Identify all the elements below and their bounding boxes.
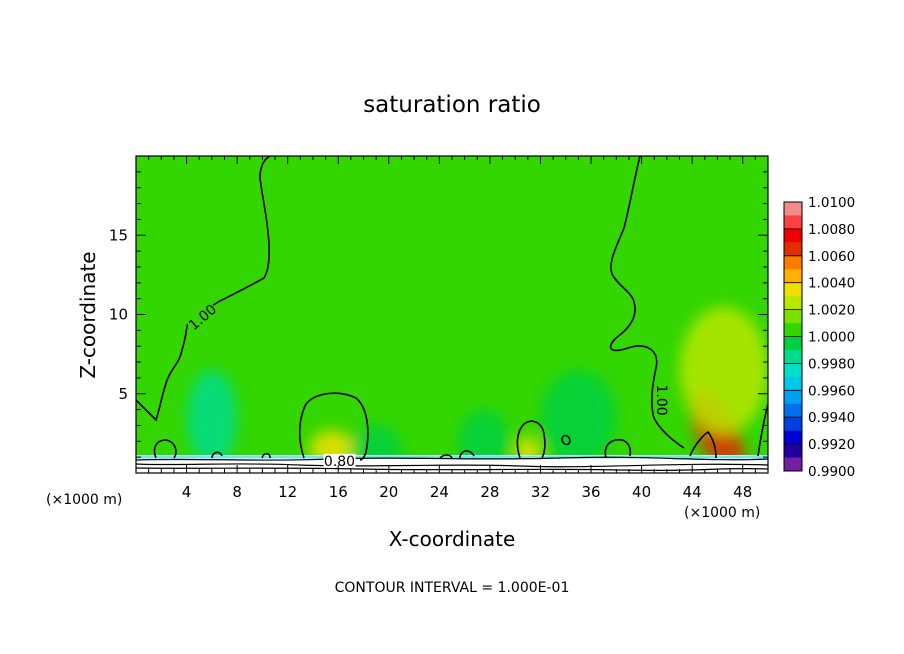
y-tick-label: 10 xyxy=(109,306,128,324)
field-feature xyxy=(540,369,617,466)
colorbar-segment xyxy=(784,376,802,391)
colorbar-segment xyxy=(784,323,802,337)
colorbar-label: 1.0060 xyxy=(808,249,855,265)
contour-bubble-31 xyxy=(516,420,546,459)
y-axis-ticks: 5 10 15 xyxy=(109,171,768,458)
field-feature xyxy=(679,306,768,434)
contour-bubble-38 xyxy=(604,438,632,459)
contour-label-bg xyxy=(653,384,669,417)
contour-label-bg xyxy=(323,453,356,468)
contour-small-44 xyxy=(689,430,717,459)
chart-title: saturation ratio xyxy=(363,92,541,118)
background-field xyxy=(136,156,768,473)
colorbar-segment xyxy=(784,296,802,310)
contour-small-26 xyxy=(459,450,475,459)
x-unit-right: (×1000 m) xyxy=(684,505,760,521)
x-tick-label: 36 xyxy=(581,483,600,501)
colorbar-label: 1.0100 xyxy=(808,195,855,211)
colorbar-segment xyxy=(784,349,802,364)
x-axis-ticks: 4 8 12 16 20 24 28 32 36 40 44 48 xyxy=(148,156,756,501)
surface-contour-1 xyxy=(136,456,768,461)
x-tick-label: 12 xyxy=(278,483,297,501)
colorbar-segment xyxy=(784,269,802,283)
contour-label: 0.80 xyxy=(324,454,355,470)
colorbar-segment xyxy=(784,255,802,270)
colorbar-segment xyxy=(784,390,802,405)
colorbar-segment xyxy=(784,215,802,230)
x-tick-label: 20 xyxy=(379,483,398,501)
contour-label: 1.00 xyxy=(653,385,669,416)
contour-small-6 xyxy=(211,451,223,459)
colorbar-label: 1.0000 xyxy=(808,330,855,346)
contour-interval-note: CONTOUR INTERVAL = 1.000E-01 xyxy=(335,580,570,596)
colorbar-segment xyxy=(784,202,802,216)
surface-contour-3 xyxy=(136,467,768,472)
colorbar-segment xyxy=(784,336,802,351)
field-feature xyxy=(186,369,238,466)
colorbar-segment xyxy=(784,430,802,445)
colorbar-label: 0.9980 xyxy=(808,356,855,372)
contour-label-bg xyxy=(185,301,220,334)
x-axis-label: X-coordinate xyxy=(389,527,516,551)
x-unit-left: (×1000 m) xyxy=(46,492,122,508)
y-tick-label: 15 xyxy=(109,226,128,244)
colorbar: 1.0100 1.0080 1.0060 1.0040 1.0020 1.0000 0.99… xyxy=(783,195,855,480)
y-tick-label: 5 xyxy=(118,385,128,403)
colorbar-label: 1.0080 xyxy=(808,222,855,238)
y-axis-label: Z-coordinate xyxy=(76,251,100,378)
x-tick-label: 24 xyxy=(430,483,449,501)
surface-band xyxy=(136,455,768,473)
x-tick-label: 16 xyxy=(329,483,348,501)
contour-small-10 xyxy=(261,452,271,459)
x-tick-label: 40 xyxy=(632,483,651,501)
colorbar-label: 0.9920 xyxy=(808,437,855,453)
colorbar-segment xyxy=(784,242,802,257)
colorbar-segment xyxy=(784,417,802,431)
colorbar-segment xyxy=(784,444,802,458)
colorbar-segment xyxy=(784,282,802,297)
colorbar-label: 0.9940 xyxy=(808,410,855,426)
contour-right-main xyxy=(609,156,685,449)
contour-bubble-2 xyxy=(153,439,177,459)
colorbar-label: 1.0040 xyxy=(808,276,855,292)
contour-small-35 xyxy=(561,434,571,446)
colorbar-segment xyxy=(784,309,802,324)
contour-bubble-16 xyxy=(298,392,369,461)
colorbar-label: 0.9900 xyxy=(808,464,855,480)
x-tick-label: 32 xyxy=(531,483,550,501)
x-tick-label: 44 xyxy=(683,483,702,501)
colorbar-segment xyxy=(784,403,802,418)
contour-labels: 1.001.000.80 xyxy=(185,301,669,470)
contour-small-49 xyxy=(757,403,768,457)
x-tick-label: 48 xyxy=(733,483,752,501)
x-tick-label: 4 xyxy=(182,483,192,501)
colorbar-label: 1.0020 xyxy=(808,303,855,319)
surface-contour-2 xyxy=(136,463,768,468)
colorbar-segment xyxy=(784,457,802,472)
colorbar-segment xyxy=(784,228,802,243)
x-tick-label: 8 xyxy=(232,483,242,501)
plot-area xyxy=(136,156,768,473)
x-tick-label: 28 xyxy=(480,483,499,501)
colorbar-label: 0.9960 xyxy=(808,383,855,399)
colorbar-segment xyxy=(784,363,802,378)
contour-small-23 xyxy=(439,454,453,459)
